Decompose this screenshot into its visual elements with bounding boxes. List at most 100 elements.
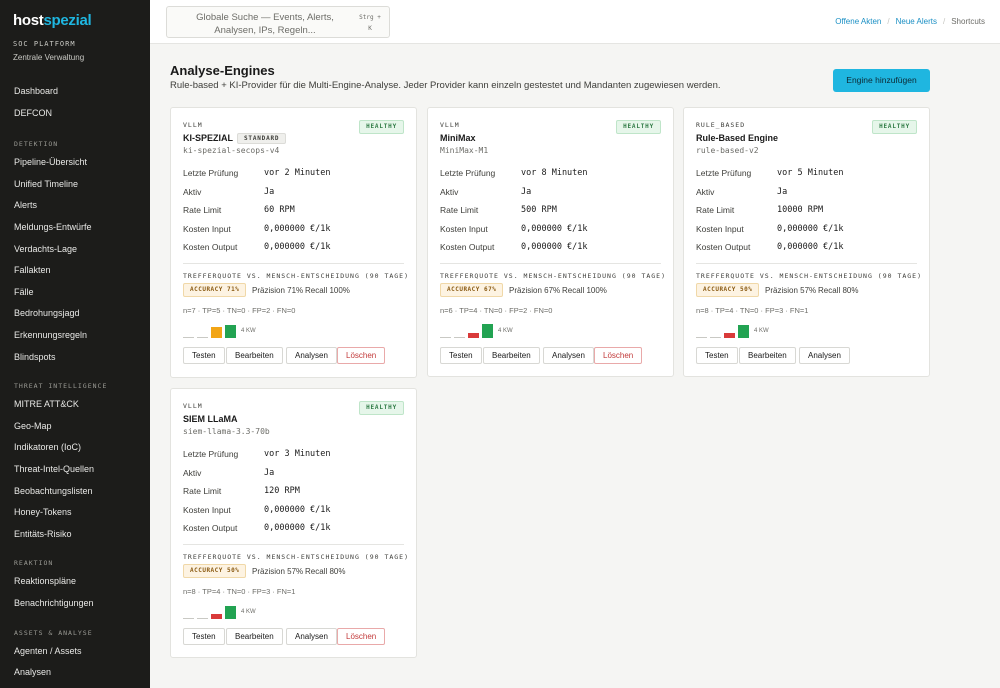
link-new-alerts[interactable]: Neue Alerts [895, 17, 937, 26]
cost-output-label: Kosten Output [183, 242, 238, 252]
nav-item-agenten-assets[interactable]: Agenten / Assets [14, 645, 82, 656]
top-bar: Globale Suche — Events, Alerts, Analysen… [150, 0, 1000, 44]
confusion-counts: n=8 · TP=4 · TN=0 · FP=3 · FN=1 [696, 306, 809, 315]
week-bar [197, 337, 208, 338]
platform-label: SOC PLATFORM [13, 40, 76, 48]
cost-input-value: 0,000000 €/1k [264, 504, 331, 515]
cost-output-label: Kosten Output [440, 242, 495, 252]
delete-button[interactable]: Löschen [594, 347, 643, 364]
edit-button[interactable]: Bearbeiten [739, 347, 796, 364]
rate-limit-value: 60 RPM [264, 205, 295, 215]
weeks-label: 4 KW [754, 328, 769, 334]
nav-item-fallakten[interactable]: Fallakten [14, 265, 51, 276]
nav-item-dashboard[interactable]: Dashboard [14, 86, 59, 96]
cost-output-value: 0,000000 €/1k [777, 242, 844, 252]
delete-button[interactable]: Löschen [337, 347, 386, 364]
nav-item-mitre-att-ck[interactable]: MITRE ATT&CK [14, 399, 79, 410]
status-badge: HEALTHY [616, 120, 661, 134]
week-bar [225, 325, 236, 338]
delete-button[interactable]: Löschen [337, 628, 386, 645]
nav-item-threat-intel-quellen[interactable]: Threat-Intel-Quellen [14, 464, 95, 474]
top-links: Offene Akten / Neue Alerts / Shortcuts [835, 17, 985, 26]
nav-item-analysen[interactable]: Analysen [14, 667, 52, 678]
recall-value: Recall 80% [818, 286, 859, 295]
rate-limit-value: 500 RPM [521, 205, 557, 215]
analyses-button[interactable]: Analysen [286, 628, 337, 645]
week-bar [482, 324, 493, 338]
cost-input-label: Kosten Input [440, 223, 488, 234]
active-label: Aktiv [440, 186, 459, 197]
last-check-label: Letzte Prüfung [440, 168, 496, 178]
engine-name: Rule-Based Engine [696, 133, 778, 143]
card-divider [183, 263, 404, 264]
engine-type: VLLM [440, 121, 460, 129]
edit-button[interactable]: Bearbeiten [226, 628, 283, 645]
analyses-button[interactable]: Analysen [799, 347, 850, 364]
nav-item-honey-tokens[interactable]: Honey-Tokens [14, 507, 72, 518]
nav-item-bedrohungsjagd[interactable]: Bedrohungsjagd [14, 308, 80, 319]
cost-output-label: Kosten Output [183, 523, 238, 533]
analyses-button[interactable]: Analysen [543, 347, 594, 364]
nav-item-meldungs-entwürfe[interactable]: Meldungs-Entwürfe [14, 222, 92, 232]
rate-limit-value: 10000 RPM [777, 205, 824, 215]
engine-card: RULE_BASED Rule-Based Engine rule-based-v2… [683, 107, 930, 377]
nav-item-geo-map[interactable]: Geo-Map [14, 420, 52, 431]
engine-model: MiniMax-M1 [440, 146, 489, 155]
active-label: Aktiv [696, 186, 715, 197]
test-button[interactable]: Testen [183, 347, 225, 364]
last-check-value: vor 2 Minuten [264, 168, 331, 178]
analyses-button[interactable]: Analysen [286, 347, 337, 364]
link-shortcuts[interactable]: Shortcuts [951, 17, 985, 26]
link-open-cases[interactable]: Offene Akten [835, 17, 882, 26]
rate-limit-label: Rate Limit [183, 205, 222, 215]
nav-item-alerts[interactable]: Alerts [14, 200, 38, 211]
add-engine-button[interactable]: Engine hinzufügen [833, 69, 930, 92]
test-button[interactable]: Testen [183, 628, 225, 645]
nav-item-entitäts-risiko[interactable]: Entitäts-Risiko [14, 528, 72, 539]
engine-card: VLLM SIEM LLaMA siem-llama-3.3-70b HEALTHY L… [170, 388, 417, 658]
cost-output-value: 0,000000 €/1k [264, 242, 331, 252]
search-shortcut-hint: Strg + K [359, 14, 381, 32]
engine-model: ki-spezial-secops-v4 [183, 146, 280, 155]
precision-value: Präzision 57% [252, 567, 304, 576]
weeks-label: 4 KW [241, 609, 256, 615]
hit-rate-title: TREFFERQUOTE VS. MENSCH-ENTSCHEIDUNG (90… [440, 272, 667, 280]
week-bar [468, 333, 479, 338]
confusion-counts: n=8 · TP=4 · TN=0 · FP=3 · FN=1 [183, 587, 296, 596]
nav-item-fälle[interactable]: Fälle [14, 286, 34, 297]
engine-card: VLLM KI-SPEZIAL STANDARD ki-spezial-secops-… [170, 107, 417, 378]
nav-item-benachrichtigungen[interactable]: Benachrichtigungen [14, 598, 94, 608]
cost-input-label: Kosten Input [696, 223, 744, 234]
nav-item-indikatoren-ioc-[interactable]: Indikatoren (IoC) [14, 442, 82, 453]
weekly-hit-bars [183, 605, 243, 619]
status-badge: HEALTHY [359, 401, 404, 415]
engine-name-text: KI-SPEZIAL [183, 133, 234, 143]
active-label: Aktiv [183, 467, 202, 478]
nav-item-verdachts-lage[interactable]: Verdachts-Lage [14, 243, 78, 254]
edit-button[interactable]: Bearbeiten [483, 347, 540, 364]
nav-item-erkennungsregeln[interactable]: Erkennungsregeln [14, 330, 88, 340]
test-button[interactable]: Testen [440, 347, 482, 364]
active-label: Aktiv [183, 186, 202, 197]
last-check-label: Letzte Prüfung [183, 449, 239, 459]
nav-section-title: ASSETS & ANALYSE [14, 628, 93, 637]
nav-item-beobachtungslisten[interactable]: Beobachtungslisten [14, 485, 93, 496]
app-logo[interactable]: hostspezial [13, 12, 92, 29]
nav-item-blindspots[interactable]: Blindspots [14, 351, 56, 362]
card-divider [696, 263, 917, 264]
active-value: Ja [777, 186, 788, 197]
page-subtitle: Rule-based + KI-Provider für die Multi-E… [170, 80, 721, 91]
nav-item-reaktionspläne[interactable]: Reaktionspläne [14, 576, 77, 587]
edit-button[interactable]: Bearbeiten [226, 347, 283, 364]
card-divider [440, 263, 661, 264]
rate-limit-label: Rate Limit [696, 205, 735, 215]
recall-value: Recall 100% [305, 286, 350, 295]
week-bar [738, 325, 749, 338]
global-search-input[interactable]: Globale Suche — Events, Alerts, Analysen… [166, 6, 390, 38]
nav-item-unified-timeline[interactable]: Unified Timeline [14, 178, 79, 189]
last-check-value: vor 3 Minuten [264, 449, 331, 459]
nav-item-pipeline-übersicht[interactable]: Pipeline-Übersicht [14, 157, 88, 168]
test-button[interactable]: Testen [696, 347, 738, 364]
nav-item-defcon[interactable]: DEFCON [14, 107, 52, 118]
nav-section-title: THREAT INTELLIGENCE [14, 382, 108, 391]
